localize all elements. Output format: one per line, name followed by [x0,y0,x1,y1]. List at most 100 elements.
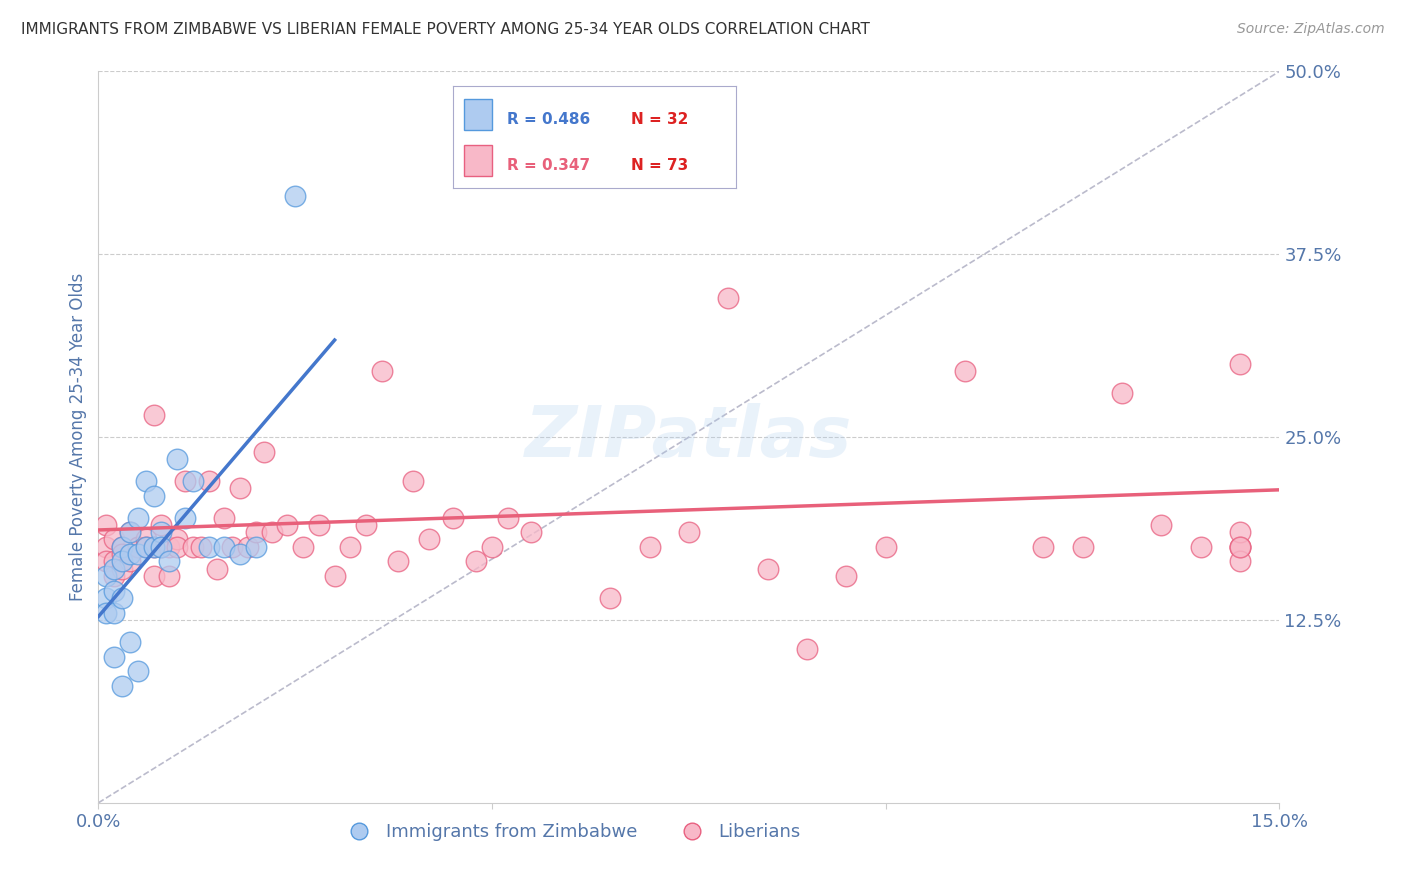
Point [276,517,298,532]
Point [1229,554,1251,568]
Point [756,562,779,576]
Point [1229,357,1251,371]
Point [96,591,118,605]
Point [214,540,236,554]
Point [284,188,307,202]
Point [166,533,188,547]
Point [103,562,125,576]
Point [953,364,976,378]
Point [796,642,818,657]
Point [717,291,740,305]
Point [111,554,134,568]
Point [339,540,361,554]
Point [520,525,543,540]
Text: IMMIGRANTS FROM ZIMBABWE VS LIBERIAN FEMALE POVERTY AMONG 25-34 YEAR OLDS CORREL: IMMIGRANTS FROM ZIMBABWE VS LIBERIAN FEM… [21,22,870,37]
Point [1071,540,1094,554]
Point [135,474,157,488]
Point [135,540,157,554]
Point [135,533,157,547]
Point [111,679,134,693]
Point [103,533,125,547]
Point [197,474,219,488]
Point [150,517,173,532]
Point [111,547,134,561]
Point [465,554,488,568]
Point [481,540,503,554]
Point [157,569,180,583]
Point [135,540,157,554]
Text: Source: ZipAtlas.com: Source: ZipAtlas.com [1237,22,1385,37]
Point [150,525,173,540]
Point [214,510,236,524]
Point [142,540,165,554]
Point [292,540,315,554]
Point [150,540,173,554]
Point [103,569,125,583]
Point [560,130,582,145]
Point [142,569,165,583]
Point [111,540,134,554]
Point [103,606,125,620]
Point [236,540,259,554]
Point [127,510,149,524]
Point [387,554,409,568]
Point [1150,517,1173,532]
Point [111,540,134,554]
Point [118,554,141,568]
Point [835,569,858,583]
Point [221,540,243,554]
Point [174,510,197,524]
Point [253,444,276,458]
Point [142,489,165,503]
Point [1229,540,1251,554]
Point [1229,540,1251,554]
Point [229,481,252,495]
Point [402,474,425,488]
Point [638,540,661,554]
Point [118,547,141,561]
Point [229,547,252,561]
Text: ZIPatlas: ZIPatlas [526,402,852,472]
Point [174,474,197,488]
Point [599,591,621,605]
Point [96,606,118,620]
Point [96,569,118,583]
Point [678,525,700,540]
Point [308,517,330,532]
Point [441,510,464,524]
Point [166,452,188,467]
Point [127,540,149,554]
Point [118,635,141,649]
Point [103,583,125,598]
Point [118,525,141,540]
Point [354,517,377,532]
Point [118,525,141,540]
Point [103,554,125,568]
Point [181,540,204,554]
Point [96,554,118,568]
Point [142,408,165,422]
Point [103,649,125,664]
Point [418,533,440,547]
Point [111,591,134,605]
Point [96,517,118,532]
Point [1229,540,1251,554]
Point [1032,540,1054,554]
Point [190,540,212,554]
Point [245,525,267,540]
Point [205,562,228,576]
Point [875,540,897,554]
Point [166,540,188,554]
Point [181,474,204,488]
Point [127,664,149,678]
Point [96,540,118,554]
Point [127,547,149,561]
Legend: Immigrants from Zimbabwe, Liberians: Immigrants from Zimbabwe, Liberians [333,816,808,848]
Point [544,130,567,145]
Point [157,540,180,554]
Y-axis label: Female Poverty Among 25-34 Year Olds: Female Poverty Among 25-34 Year Olds [69,273,87,601]
Point [1111,386,1133,401]
Point [150,540,173,554]
Point [197,540,219,554]
Point [1229,525,1251,540]
